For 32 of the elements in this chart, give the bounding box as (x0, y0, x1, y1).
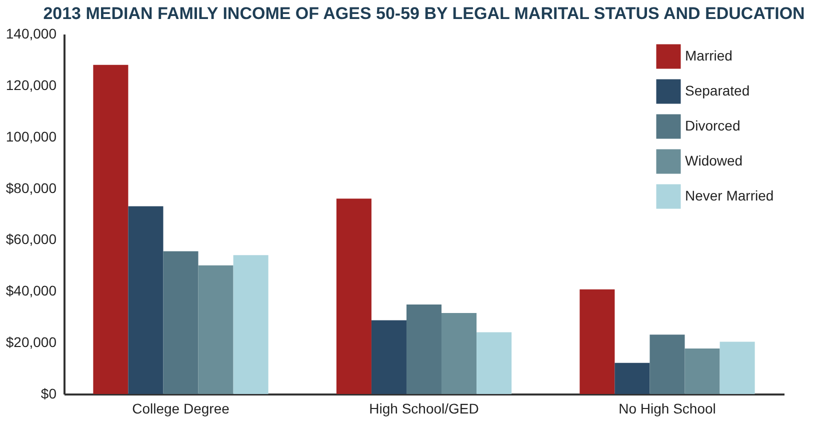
bar (336, 198, 372, 394)
y-tick-label: $40,000 (6, 282, 57, 299)
bar (93, 64, 128, 394)
bar (442, 313, 477, 394)
bar (580, 289, 615, 394)
bar (476, 332, 512, 394)
y-tick-label: $0 (40, 386, 57, 402)
legend-label: Divorced (685, 118, 740, 134)
y-tick-label: 140,000 (6, 26, 57, 42)
y-tick-label: 100,000 (6, 128, 57, 144)
legend-label: Never Married (685, 188, 774, 204)
bar (233, 255, 268, 394)
chart-title: 2013 MEDIAN FAMILY INCOME OF AGES 50-59 BY LEGAL MARITAL STATUS AND EDUCATION (43, 4, 805, 23)
y-tick-label: 120,000 (6, 76, 57, 93)
x-tick-label: No High School (618, 400, 716, 416)
legend-label: Married (685, 48, 732, 64)
bar (128, 206, 164, 394)
y-tick-label: $80,000 (6, 180, 57, 196)
y-tick-label: $20,000 (6, 334, 57, 350)
bar (371, 320, 406, 394)
bar (406, 304, 442, 394)
bar (614, 362, 650, 394)
bar (198, 265, 234, 394)
bar (163, 251, 198, 394)
bar (720, 342, 755, 394)
legend-label: Separated (685, 82, 750, 98)
y-tick-label: $60,000 (6, 231, 57, 248)
x-tick-label: College Degree (132, 400, 230, 416)
x-tick-label: High School/GED (369, 400, 479, 416)
legend-label: Widowed (685, 152, 743, 168)
bar (650, 334, 685, 394)
bar (684, 348, 720, 394)
